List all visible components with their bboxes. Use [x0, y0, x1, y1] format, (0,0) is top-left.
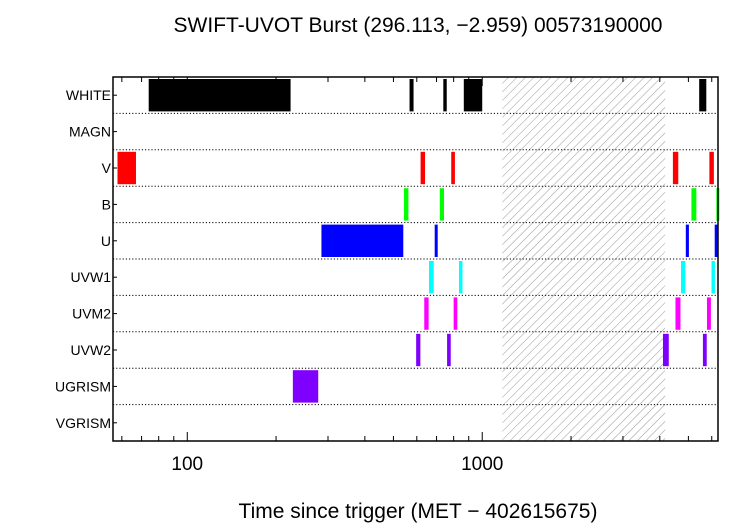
row-label-uvw2: UVW2: [71, 342, 112, 358]
bar-v: [672, 151, 679, 185]
bar-uvm2: [424, 297, 429, 330]
row-label-vgrism: VGRISM: [56, 415, 111, 431]
bar-b: [404, 188, 409, 221]
bar-ugrism: [292, 370, 319, 403]
bar-white: [443, 79, 447, 112]
bar-u: [321, 224, 404, 257]
bar-uvw1: [681, 261, 686, 294]
bar-uvw2: [662, 333, 669, 367]
row-label-ugrism: UGRISM: [55, 378, 111, 394]
bar-uvm2: [706, 297, 711, 330]
bar-v: [117, 151, 136, 185]
chart-title: SWIFT-UVOT Burst (296.113, −2.959) 00573…: [174, 14, 663, 37]
bar-uvw1: [429, 261, 434, 294]
bar-uvm2: [675, 297, 681, 330]
bar-uvm2: [453, 297, 458, 330]
x-tick-label: 1000: [461, 454, 503, 475]
bar-white: [148, 79, 291, 112]
bar-uvw2: [702, 333, 707, 367]
row-label-u: U: [101, 233, 111, 249]
bar-u: [685, 224, 689, 257]
bar-white: [463, 79, 483, 112]
bar-uvw2: [447, 333, 451, 367]
row-label-uvw1: UVW1: [71, 269, 112, 285]
bar-white: [699, 79, 707, 112]
row-label-b: B: [102, 196, 111, 212]
bar-v: [420, 151, 426, 185]
x-axis-label: Time since trigger (MET − 402615675): [239, 500, 598, 523]
bar-u: [434, 224, 438, 257]
bar-v: [451, 151, 455, 185]
bar-white: [409, 79, 414, 112]
row-label-magn: MAGN: [69, 124, 111, 140]
bar-uvw1: [711, 261, 715, 294]
bar-uvw2: [416, 333, 421, 367]
bar-b: [691, 188, 697, 221]
bar-v: [709, 151, 714, 185]
bar-b: [439, 188, 445, 221]
bar-uvw1: [458, 261, 463, 294]
row-label-uvm2: UVM2: [72, 306, 111, 322]
row-label-white: WHITE: [66, 87, 111, 103]
plot-frame: [112, 76, 719, 442]
x-tick-label: 100: [171, 454, 203, 475]
row-label-v: V: [102, 160, 112, 176]
bar-u: [714, 224, 718, 257]
